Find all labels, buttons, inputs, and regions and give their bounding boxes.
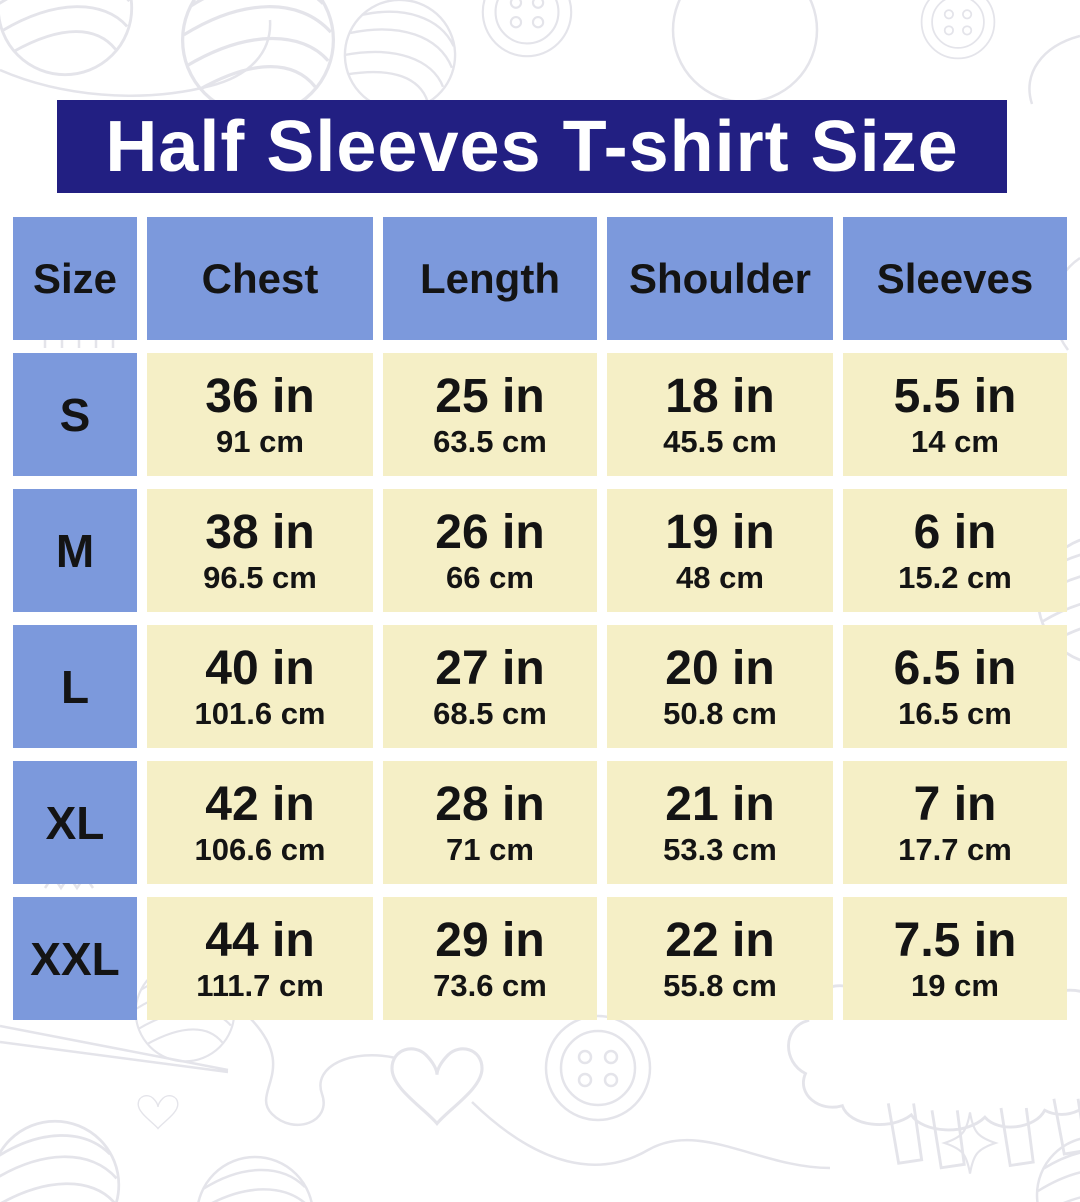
inches-value: 21 in — [665, 777, 775, 831]
row-label-s: S — [13, 353, 137, 476]
inches-value: 18 in — [665, 369, 775, 423]
thread-doodle — [249, 1017, 397, 1127]
cell-xxl-length: 29 in 73.6 cm — [383, 897, 597, 1020]
inches-value: 29 in — [435, 913, 545, 967]
inches-value: 38 in — [205, 505, 315, 559]
button-doodle — [544, 1014, 652, 1122]
cm-value: 48 cm — [676, 560, 764, 596]
cell-s-sleeves: 5.5 in 14 cm — [843, 353, 1067, 476]
inches-value: 26 in — [435, 505, 545, 559]
cm-value: 71 cm — [446, 832, 534, 868]
cell-m-chest: 38 in 96.5 cm — [147, 489, 373, 612]
cell-xl-shoulder: 21 in 53.3 cm — [607, 761, 833, 884]
thread-heart-doodle — [390, 1047, 484, 1126]
size-chart-table: Size Chest Length Shoulder Sleeves S 36 … — [13, 217, 1067, 1020]
button-doodle — [481, 0, 573, 58]
thread-doodle — [471, 1101, 831, 1170]
inches-value: 22 in — [665, 913, 775, 967]
cell-xl-sleeves: 7 in 17.7 cm — [843, 761, 1067, 884]
cm-value: 16.5 cm — [898, 696, 1012, 732]
cell-xxl-chest: 44 in 111.7 cm — [147, 897, 373, 1020]
yarn-ball-doodle — [195, 1155, 315, 1202]
column-header-size: Size — [13, 217, 137, 340]
cm-value: 15.2 cm — [898, 560, 1012, 596]
cm-value: 55.8 cm — [663, 968, 777, 1004]
inches-value: 44 in — [205, 913, 315, 967]
cm-value: 66 cm — [446, 560, 534, 596]
inches-value: 27 in — [435, 641, 545, 695]
cm-value: 53.3 cm — [663, 832, 777, 868]
fringe-doodle — [43, 334, 115, 348]
cm-value: 101.6 cm — [194, 696, 326, 732]
cm-value: 96.5 cm — [203, 560, 317, 596]
cm-value: 111.7 cm — [196, 968, 324, 1004]
column-header-sleeves: Sleeves — [843, 217, 1067, 340]
inches-value: 20 in — [665, 641, 775, 695]
cell-xl-chest: 42 in 106.6 cm — [147, 761, 373, 884]
title-banner: Half Sleeves T-shirt Size — [57, 100, 1007, 193]
page-title: Half Sleeves T-shirt Size — [105, 106, 959, 187]
cm-value: 45.5 cm — [663, 424, 777, 460]
cm-value: 73.6 cm — [433, 968, 547, 1004]
thread-doodle — [1028, 34, 1080, 105]
thread-doodle — [0, 19, 272, 97]
circle-doodle — [671, 0, 819, 104]
cm-value: 19 cm — [911, 968, 999, 1004]
cell-xxl-shoulder: 22 in 55.8 cm — [607, 897, 833, 1020]
knitting-needle-doodle — [0, 1024, 229, 1074]
inches-value: 7 in — [913, 777, 997, 831]
inches-value: 6 in — [913, 505, 997, 559]
cell-l-chest: 40 in 101.6 cm — [147, 625, 373, 748]
cell-s-length: 25 in 63.5 cm — [383, 353, 597, 476]
inches-value: 7.5 in — [893, 913, 1017, 967]
inches-value: 42 in — [205, 777, 315, 831]
cm-value: 14 cm — [911, 424, 999, 460]
cm-value: 68.5 cm — [433, 696, 547, 732]
cell-l-length: 27 in 68.5 cm — [383, 625, 597, 748]
inches-value: 28 in — [435, 777, 545, 831]
inches-value: 5.5 in — [893, 369, 1017, 423]
cell-l-sleeves: 6.5 in 16.5 cm — [843, 625, 1067, 748]
cell-xxl-sleeves: 7.5 in 19 cm — [843, 897, 1067, 1020]
cell-xl-length: 28 in 71 cm — [383, 761, 597, 884]
heart-doodle — [137, 1094, 179, 1130]
cell-l-shoulder: 20 in 50.8 cm — [607, 625, 833, 748]
cm-value: 63.5 cm — [433, 424, 547, 460]
inches-value: 19 in — [665, 505, 775, 559]
yarn-ball-doodle — [0, 0, 134, 77]
row-label-m: M — [13, 489, 137, 612]
row-label-xxl: XXL — [13, 897, 137, 1020]
yarn-ball-doodle — [0, 1119, 121, 1202]
inches-value: 25 in — [435, 369, 545, 423]
cell-s-chest: 36 in 91 cm — [147, 353, 373, 476]
inches-value: 6.5 in — [893, 641, 1017, 695]
cm-value: 106.6 cm — [194, 832, 326, 868]
button-doodle — [920, 0, 996, 60]
cell-s-shoulder: 18 in 45.5 cm — [607, 353, 833, 476]
cm-value: 17.7 cm — [898, 832, 1012, 868]
inches-value: 40 in — [205, 641, 315, 695]
row-label-xl: XL — [13, 761, 137, 884]
inches-value: 36 in — [205, 369, 315, 423]
column-header-length: Length — [383, 217, 597, 340]
cell-m-length: 26 in 66 cm — [383, 489, 597, 612]
column-header-shoulder: Shoulder — [607, 217, 833, 340]
cell-m-sleeves: 6 in 15.2 cm — [843, 489, 1067, 612]
yarn-ball-doodle — [1035, 1135, 1080, 1202]
column-header-chest: Chest — [147, 217, 373, 340]
row-label-l: L — [13, 625, 137, 748]
cell-m-shoulder: 19 in 48 cm — [607, 489, 833, 612]
cm-value: 50.8 cm — [663, 696, 777, 732]
cm-value: 91 cm — [216, 424, 304, 460]
